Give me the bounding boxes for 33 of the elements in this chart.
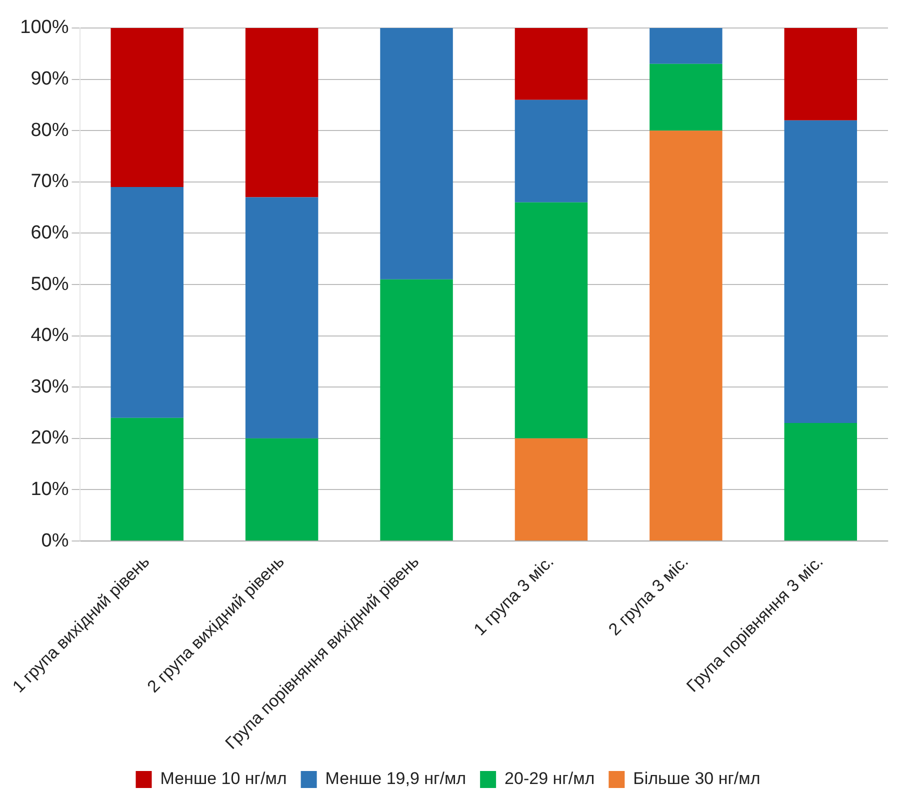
y-tick-label: 10% — [30, 478, 69, 500]
bar — [650, 130, 722, 541]
bar — [110, 28, 184, 188]
bar — [245, 197, 318, 438]
legend-label: 20-29 нг/мл — [504, 769, 595, 788]
bar — [514, 202, 588, 438]
y-tick-label: 40% — [30, 325, 69, 346]
y-tick-label: 70% — [30, 171, 69, 192]
bar — [514, 28, 588, 100]
bar — [784, 423, 858, 541]
bar — [245, 28, 318, 198]
bar — [514, 100, 588, 202]
bar — [380, 279, 453, 541]
legend-label: Більше 30 нг/мл — [633, 769, 760, 788]
bar — [784, 28, 858, 120]
y-tick-label: 30% — [30, 376, 69, 398]
legend-label: Менше 19,9 нг/мл — [325, 769, 466, 788]
y-tick-label: 0% — [41, 530, 69, 552]
bar — [784, 120, 858, 424]
y-tick-label: 90% — [30, 68, 69, 90]
y-tick-label: 50% — [30, 274, 69, 295]
bar — [380, 28, 453, 280]
bar — [650, 28, 722, 64]
bar — [245, 438, 318, 541]
bar — [650, 64, 722, 131]
y-tick-label: 20% — [30, 428, 69, 449]
y-tick-label: 60% — [30, 222, 69, 244]
bar — [110, 187, 184, 418]
y-tick-label: 100% — [20, 17, 69, 38]
legend-label: Менше 10 нг/мл — [160, 769, 287, 788]
y-tick-label: 80% — [30, 120, 69, 141]
bar — [110, 418, 184, 541]
bar — [514, 438, 588, 541]
